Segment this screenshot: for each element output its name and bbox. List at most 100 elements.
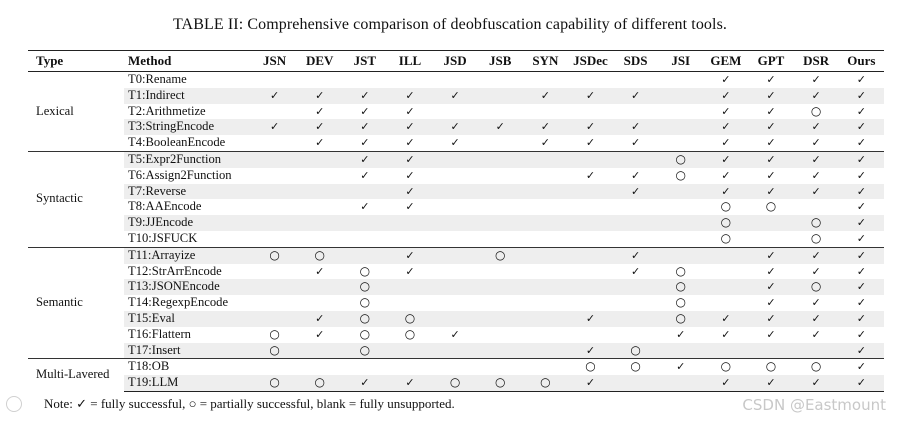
fully-successful-mark: ✓ xyxy=(676,360,686,374)
fully-successful-mark: ✓ xyxy=(811,73,821,86)
capability-cell xyxy=(793,342,839,359)
table-row: Semantic T11:Arrayize ○ ○ ✓ ○ ✓ ✓ ✓ ✓ xyxy=(28,246,884,359)
partially-successful-mark: ○ xyxy=(269,342,280,357)
fully-successful-mark: ✓ xyxy=(631,88,641,102)
capability-cell: ○ xyxy=(658,150,704,168)
capability-cell xyxy=(703,263,749,280)
table-row: T8:AAEncode ✓ ✓ ○ ○ ✓ xyxy=(28,199,884,216)
capability-cell xyxy=(387,70,433,88)
capability-cell: ✓ xyxy=(387,375,433,392)
capability-cell xyxy=(477,150,523,168)
capability-cell: ○ xyxy=(658,279,704,296)
capability-cell: ✓ xyxy=(793,310,839,327)
capability-cell: ✓ xyxy=(748,326,794,343)
fully-successful-mark: ✓ xyxy=(811,88,821,102)
method-cell: T3:StringEncode xyxy=(124,119,253,136)
method-cell: T7:Reverse xyxy=(124,183,253,200)
capability-cell: ✓ xyxy=(793,70,839,88)
fully-successful-mark: ✓ xyxy=(315,311,325,325)
column-header-tool: JST xyxy=(342,50,388,72)
method-cell: T1:Indirect xyxy=(124,87,253,104)
capability-cell: ✓ xyxy=(387,263,433,280)
capability-cell: ✓ xyxy=(342,375,388,392)
capability-cell xyxy=(613,215,659,231)
fully-successful-mark: ✓ xyxy=(405,200,415,214)
partially-successful-mark: ○ xyxy=(449,375,461,390)
capability-cell: ✓ xyxy=(748,279,794,296)
table-row: T17:Insert ○ ○ ✓ ○ ✓ xyxy=(28,342,884,359)
method-cell: T18:OB xyxy=(124,358,253,376)
column-header-type: Type xyxy=(28,50,125,72)
capability-cell: ✓ xyxy=(838,326,884,343)
fully-successful-mark: ✓ xyxy=(405,248,415,262)
capability-cell: ✓ xyxy=(297,87,343,104)
table-header-row: Type Method JSN DEV JST ILL JSD JSB SYN JSDec SD… xyxy=(28,50,884,72)
partially-successful-mark: ○ xyxy=(675,263,686,278)
capability-cell xyxy=(477,342,523,359)
table-caption: TABLE II: Comprehensive comparison of de… xyxy=(172,16,728,33)
capability-cell xyxy=(658,87,704,104)
capability-cell: ✓ xyxy=(567,87,614,104)
partially-successful-mark: ○ xyxy=(540,375,551,390)
capability-cell xyxy=(297,295,343,311)
method-cell: T6:Assign2Function xyxy=(124,167,253,184)
column-header-tool: GEM xyxy=(703,50,749,72)
capability-cell: ✓ xyxy=(793,263,839,280)
capability-cell: ✓ xyxy=(522,135,568,152)
capability-cell: ✓ xyxy=(748,183,794,200)
capability-cell xyxy=(387,279,433,296)
fully-successful-mark: ✓ xyxy=(585,376,596,390)
fully-successful-mark: ✓ xyxy=(721,327,731,341)
capability-cell: ✓ xyxy=(567,375,614,392)
capability-cell: ✓ xyxy=(342,135,388,152)
table-row: Syntactic T5:Expr2Function ✓ ✓ ○ ✓ ✓ ✓ ✓ xyxy=(28,150,884,248)
capability-cell xyxy=(567,295,614,311)
column-header-tool: ILL xyxy=(387,50,433,72)
capability-cell: ✓ xyxy=(793,246,839,264)
fully-successful-mark: ✓ xyxy=(856,184,866,198)
capability-cell xyxy=(613,326,659,343)
capability-cell: ✓ xyxy=(748,103,794,120)
capability-cell: ✓ xyxy=(838,310,884,327)
capability-cell: ✓ xyxy=(387,199,433,216)
partially-successful-mark: ○ xyxy=(494,375,506,390)
capability-cell xyxy=(567,326,614,343)
capability-cell xyxy=(432,279,478,296)
fully-successful-mark: ✓ xyxy=(721,88,731,102)
fully-successful-mark: ✓ xyxy=(405,88,415,102)
capability-cell: ○ xyxy=(658,295,704,311)
fully-successful-mark: ✓ xyxy=(405,120,415,134)
capability-cell xyxy=(432,150,478,168)
capability-cell: ✓ xyxy=(838,375,884,392)
partially-successful-mark: ○ xyxy=(765,199,777,214)
capability-cell xyxy=(297,279,343,296)
capability-cell: ○ xyxy=(658,167,704,184)
capability-cell xyxy=(567,103,614,120)
capability-cell: ○ xyxy=(793,279,839,296)
capability-cell: ✓ xyxy=(658,358,704,376)
capability-cell xyxy=(432,215,478,231)
method-cell: T9:JJEncode xyxy=(124,215,253,231)
capability-cell: ✓ xyxy=(838,215,884,231)
capability-cell xyxy=(748,230,794,248)
fully-successful-mark: ✓ xyxy=(405,104,415,118)
capability-cell xyxy=(522,246,568,264)
capability-cell xyxy=(252,215,298,231)
capability-cell xyxy=(342,358,388,376)
fully-successful-mark: ✓ xyxy=(811,184,821,198)
capability-cell xyxy=(252,263,298,280)
comparison-table: Type Method JSN DEV JST ILL JSD JSB SYN JSDec SD… xyxy=(28,50,884,392)
fully-successful-mark: ✓ xyxy=(766,152,776,166)
fully-successful-mark: ✓ xyxy=(631,264,641,278)
capability-cell xyxy=(432,246,478,264)
capability-cell xyxy=(252,295,298,311)
column-header-tool: DSR xyxy=(793,50,839,72)
capability-cell xyxy=(432,342,478,359)
watermark-text: CSDN @Eastmount xyxy=(742,396,886,414)
fully-successful-mark: ✓ xyxy=(811,296,821,310)
capability-cell xyxy=(658,119,704,136)
capability-cell: ✓ xyxy=(342,119,388,136)
fully-successful-mark: ✓ xyxy=(631,184,641,198)
fully-successful-mark: ✓ xyxy=(856,311,866,325)
fully-successful-mark: ✓ xyxy=(766,296,776,310)
